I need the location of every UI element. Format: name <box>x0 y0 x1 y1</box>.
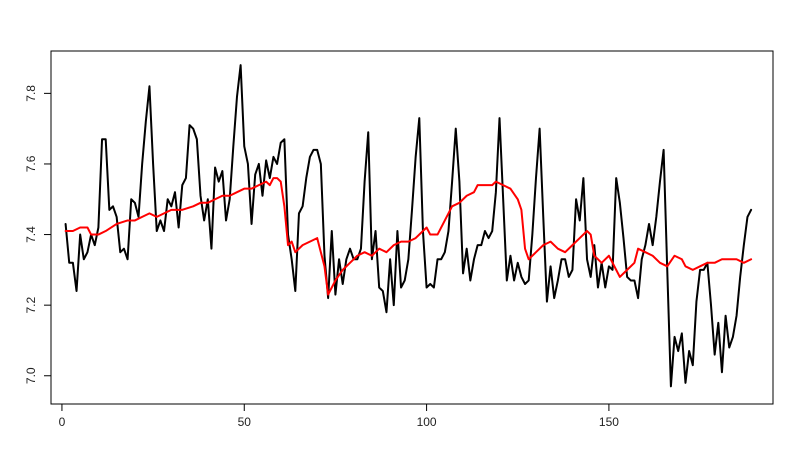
x-tick-label: 50 <box>238 415 252 429</box>
series-red-line <box>64 177 753 296</box>
y-tick-label: 7.6 <box>24 155 38 172</box>
x-tick-label: 150 <box>599 415 619 429</box>
y-tick-label: 7.4 <box>24 226 38 243</box>
series-black-line <box>64 64 753 388</box>
plot-frame <box>50 50 774 405</box>
x-tick-label: 0 <box>59 415 66 429</box>
y-tick-label: 7.0 <box>24 367 38 384</box>
x-axis: 0 50 100 150 <box>59 404 619 429</box>
y-tick-label: 7.2 <box>24 296 38 313</box>
y-tick-label: 7.8 <box>24 85 38 102</box>
y-axis: 7.0 7.2 7.4 7.6 7.8 <box>24 85 51 384</box>
series-layer <box>64 64 753 388</box>
x-tick-label: 100 <box>417 415 437 429</box>
